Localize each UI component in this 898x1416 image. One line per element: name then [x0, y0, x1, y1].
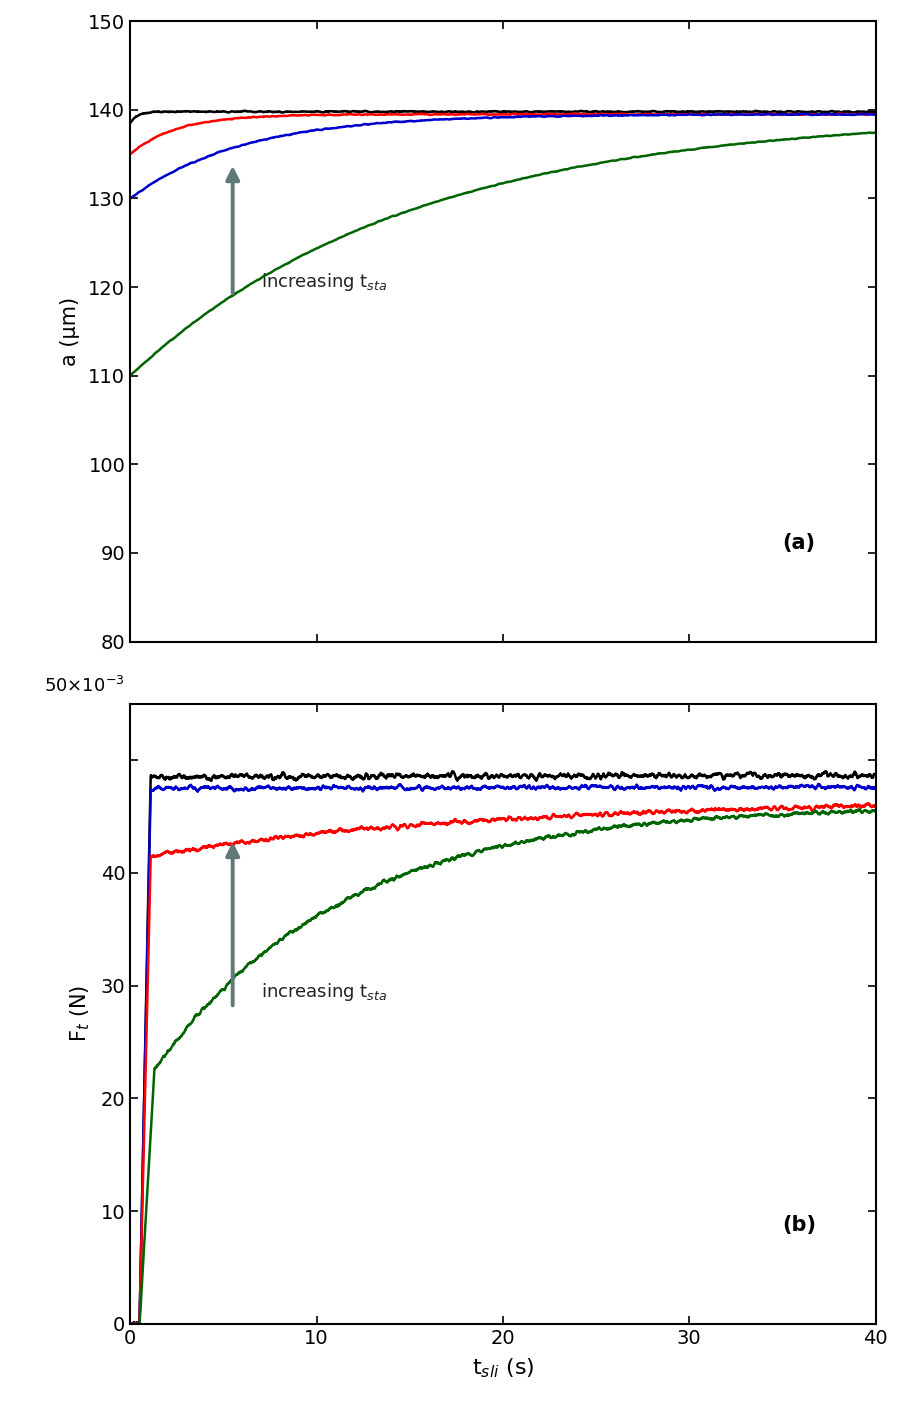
- Text: increasing t$_{sta}$: increasing t$_{sta}$: [260, 270, 387, 293]
- Text: increasing t$_{sta}$: increasing t$_{sta}$: [260, 981, 387, 1003]
- Y-axis label: a (μm): a (μm): [60, 297, 80, 365]
- Y-axis label: F$_{t}$ (N): F$_{t}$ (N): [69, 986, 92, 1042]
- Text: (b): (b): [782, 1215, 816, 1235]
- Text: (a): (a): [782, 532, 815, 552]
- Text: 50×10$^{-3}$: 50×10$^{-3}$: [45, 675, 125, 697]
- X-axis label: t$_{sli}$ (s): t$_{sli}$ (s): [471, 1357, 534, 1379]
